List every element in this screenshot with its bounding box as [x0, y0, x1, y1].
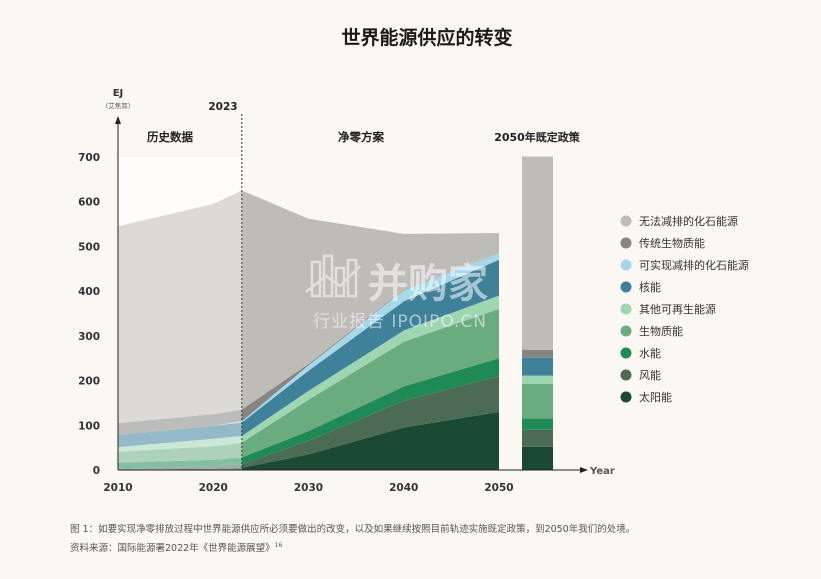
y-axis-label: EJ	[113, 88, 124, 99]
legend-label-series-7: 可实现减排的化石能源	[639, 258, 749, 272]
y-tick-100: 100	[78, 420, 100, 432]
policy-bar-segment-3	[522, 418, 553, 430]
legend-label-series-5: 其他可再生能源	[639, 302, 716, 316]
policy-bar-segment-8	[522, 349, 553, 358]
legend-label-series-6: 核能	[639, 280, 661, 294]
y-axis-unit: （艾焦耳）	[102, 101, 135, 110]
history-fade	[118, 157, 242, 470]
caption-line-2: 资料来源：国际能源署2022年《世界能源展望》	[70, 543, 275, 555]
area-series-5	[118, 295, 499, 452]
policy-bar-segment-1	[522, 446, 553, 470]
legend-marker-series-3	[620, 347, 632, 359]
legend-label-series-2: 风能	[639, 368, 661, 382]
caption-line-1: 图 1：如要实现净零排放过程中世界能源供应所必须要做出的改变，以及如果继续按照目…	[70, 524, 636, 535]
section-label-history: 历史数据	[147, 130, 193, 144]
policy-bar-segment-9	[522, 156, 553, 350]
y-tick-200: 200	[78, 376, 100, 388]
section-label-net-zero: 净零方案	[338, 130, 384, 144]
area-series-1	[118, 411, 499, 470]
x-axis-arrow-icon	[580, 467, 588, 473]
legend-marker-series-8	[620, 237, 632, 249]
caption-footnote: 16	[274, 542, 283, 549]
watermark-main: 并购家	[368, 261, 488, 307]
policy-bar-segment-4	[522, 383, 553, 419]
y-axis-arrow-icon	[115, 116, 121, 124]
x-axis-label: Year	[589, 466, 615, 477]
legend-marker-series-9	[620, 215, 632, 227]
legend-label-series-1: 太阳能	[639, 390, 672, 404]
y-tick-400: 400	[78, 286, 100, 298]
legend-marker-series-5	[620, 303, 632, 315]
chart-title: 世界能源供应的转变	[341, 26, 512, 49]
legend-marker-series-7	[620, 259, 632, 271]
y-tick-500: 500	[78, 241, 100, 253]
x-tick-2010: 2010	[103, 482, 132, 494]
legend-marker-series-6	[620, 281, 632, 293]
x-tick-2020: 2020	[199, 482, 228, 494]
area-series-7	[118, 253, 499, 435]
axes: 0 100 200 300 400 500 600 700 2010 2020 2030 2040 20…	[78, 116, 588, 494]
policy-bar-segment-2	[522, 429, 553, 447]
section-label-stated-policies: 2050年既定政策	[494, 130, 581, 144]
policy-bar-segment-6	[522, 357, 553, 376]
watermark: 并购家 行业报告 IPOIPO.CN	[305, 254, 488, 332]
legend-label-series-3: 水能	[639, 346, 661, 360]
legend-marker-series-2	[620, 369, 632, 381]
caption-source: 资料来源：国际能源署2022年《世界能源展望》16	[70, 538, 790, 557]
policy-bar-segment-5	[522, 375, 553, 384]
divider-year-label: 2023	[208, 101, 237, 113]
legend-marker-series-4	[620, 325, 632, 337]
area-layers	[118, 114, 499, 470]
x-tick-2030: 2030	[294, 482, 323, 494]
legend: 无法减排的化石能源传统生物质能可实现减排的化石能源核能其他可再生能源生物质能水能…	[620, 214, 749, 404]
legend-label-series-4: 生物质能	[639, 324, 683, 338]
y-tick-600: 600	[78, 197, 100, 209]
figure-caption: 图 1：如要实现净零排放过程中世界能源供应所必须要做出的改变，以及如果继续按照目…	[70, 522, 790, 557]
y-tick-300: 300	[78, 331, 100, 343]
legend-label-series-9: 无法减排的化石能源	[639, 214, 738, 228]
stated-policies-bar	[522, 156, 553, 470]
legend-label-series-8: 传统生物质能	[639, 236, 705, 250]
x-tick-2050: 2050	[484, 482, 513, 494]
area-series-2	[118, 376, 499, 470]
x-tick-2040: 2040	[389, 482, 418, 494]
area-series-9	[118, 190, 499, 424]
watermark-logo-icon	[305, 254, 361, 298]
watermark-sub: 行业报告 IPOIPO.CN	[313, 312, 487, 332]
area-series-4	[118, 309, 499, 463]
legend-marker-series-1	[620, 391, 632, 403]
y-tick-700: 700	[78, 152, 100, 164]
area-series-6	[118, 259, 499, 448]
y-tick-0: 0	[93, 465, 100, 477]
